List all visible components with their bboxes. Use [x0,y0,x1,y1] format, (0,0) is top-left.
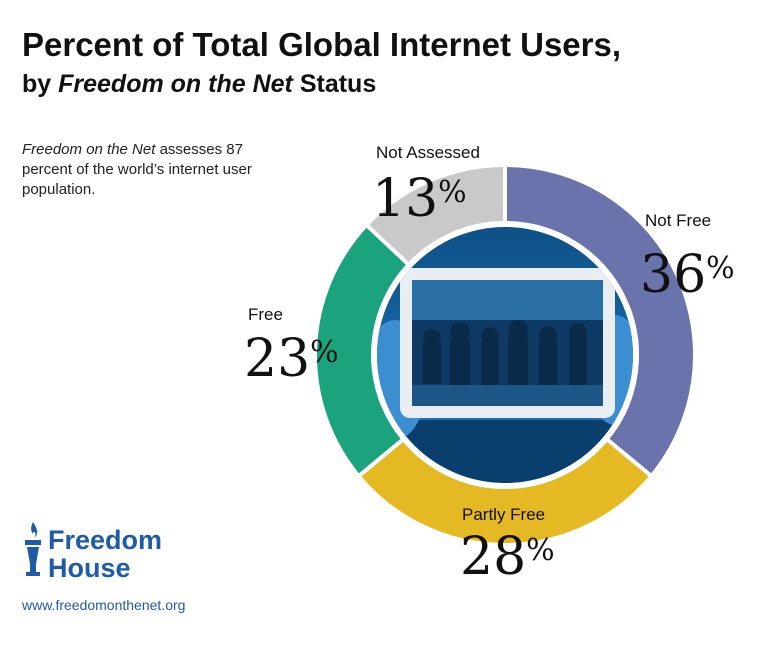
coverage-note: Freedom on the Net assesses 87 percent o… [22,140,252,200]
label-not-free: Not Free [645,211,711,230]
subtitle-suffix: Status [292,70,377,98]
chart-title: Percent of Total Global Internet Users, [22,26,622,63]
logo-wordmark: Freedom House [48,526,162,582]
slice-partly-free [355,436,655,548]
freedom-house-logo: Freedom House [22,520,162,584]
label-free: Free [248,305,283,324]
label-not-assessed: Not Assessed [376,143,480,162]
slice-not-assessed [363,162,507,268]
website-url: www.freedomonthenet.org [22,597,186,613]
logo-line-2: House [48,553,131,583]
value-partly-free: 28% [460,527,555,587]
chart-subtitle: by Freedom on the Net Status [22,68,376,100]
torch-icon [25,522,41,576]
donut-slices [313,162,697,548]
label-partly-free: Partly Free [462,505,545,524]
subtitle-emphasis: Freedom on the Net [58,70,293,98]
logo-line-1: Freedom [48,525,163,555]
subtitle-prefix: by [22,70,59,98]
note-text: assesses 87 percent of the world’s inter… [22,141,252,198]
slice-not-free [503,162,697,479]
value-not-assessed: 13% [372,169,467,229]
value-not-free: 36% [640,245,735,305]
center-photo [377,227,633,483]
note-emphasis: Freedom on the Net [22,141,156,158]
